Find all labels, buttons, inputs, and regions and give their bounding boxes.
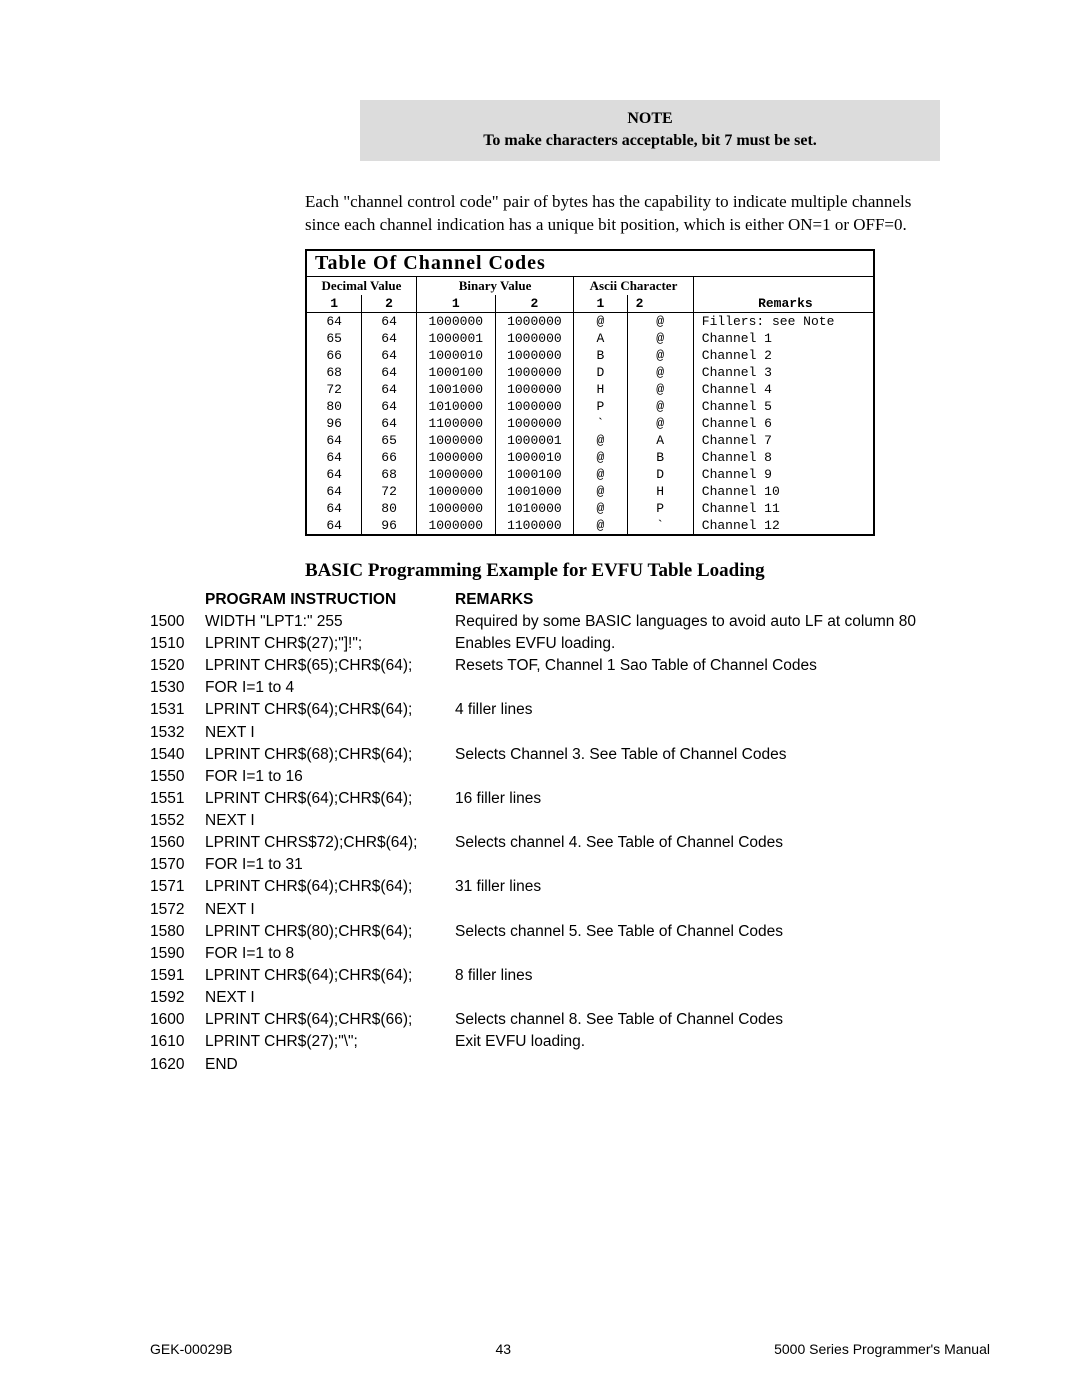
- table-row: 666410000101000000B@Channel 2: [306, 347, 874, 364]
- table-row: 1551LPRINT CHR$(64);CHR$(64);16 filler l…: [150, 789, 990, 811]
- col-remarks: Remarks: [693, 276, 874, 312]
- table-row: 1552NEXT I: [150, 811, 990, 833]
- table-row: 646610000001000010@BChannel 8: [306, 449, 874, 466]
- table-row: 1591LPRINT CHR$(64);CHR$(64);8 filler li…: [150, 966, 990, 988]
- table-row: 646510000001000001@AChannel 7: [306, 432, 874, 449]
- channel-table-title: Table Of Channel Codes: [306, 250, 874, 277]
- table-row: 648010000001010000@PChannel 11: [306, 500, 874, 517]
- table-row: 646410000001000000@@Fillers: see Note: [306, 312, 874, 330]
- table-row: 1620END: [150, 1055, 990, 1077]
- table-row: 966411000001000000`@Channel 6: [306, 415, 874, 432]
- section-title: BASIC Programming Example for EVFU Table…: [305, 560, 990, 582]
- col-ascii: Ascii Character: [574, 276, 694, 295]
- table-row: 646810000001000100@DChannel 9: [306, 466, 874, 483]
- table-row: 1530FOR I=1 to 4: [150, 678, 990, 700]
- table-row: 1532NEXT I: [150, 723, 990, 745]
- description-text: Each "channel control code" pair of byte…: [305, 191, 940, 237]
- table-row: 1520LPRINT CHR$(65);CHR$(64);Resets TOF,…: [150, 656, 990, 678]
- channel-codes-table: Table Of Channel Codes Decimal Value Bin…: [305, 249, 875, 536]
- table-row: 726410010001000000H@Channel 4: [306, 381, 874, 398]
- table-row: 1500WIDTH "LPT1:" 255Required by some BA…: [150, 612, 990, 634]
- page-footer: GEK-00029B 43 5000 Series Programmer's M…: [150, 1341, 990, 1357]
- note-box: NOTE To make characters acceptable, bit …: [360, 100, 940, 161]
- table-row: 656410000011000000A@Channel 1: [306, 330, 874, 347]
- col-program-remarks: REMARKS: [455, 590, 990, 612]
- col-binary: Binary Value: [416, 276, 573, 295]
- col-decimal: Decimal Value: [306, 276, 416, 295]
- table-row: 1540LPRINT CHR$(68);CHR$(64);Selects Cha…: [150, 745, 990, 767]
- footer-center: 43: [496, 1341, 512, 1357]
- col-program-instruction: PROGRAM INSTRUCTION: [205, 590, 455, 612]
- table-row: 1570FOR I=1 to 31: [150, 855, 990, 877]
- footer-left: GEK-00029B: [150, 1341, 233, 1357]
- table-row: 649610000001100000@`Channel 12: [306, 517, 874, 535]
- table-row: 1600LPRINT CHR$(64);CHR$(66);Selects cha…: [150, 1010, 990, 1032]
- table-row: 1571LPRINT CHR$(64);CHR$(64);31 filler l…: [150, 877, 990, 899]
- program-table: PROGRAM INSTRUCTION REMARKS 1500WIDTH "L…: [150, 590, 990, 1077]
- table-row: 1592NEXT I: [150, 988, 990, 1010]
- table-row: 1550FOR I=1 to 16: [150, 767, 990, 789]
- table-row: 1572NEXT I: [150, 900, 990, 922]
- table-row: 1560LPRINT CHRS$72);CHR$(64);Selects cha…: [150, 833, 990, 855]
- table-row: 686410001001000000D@Channel 3: [306, 364, 874, 381]
- note-body: To make characters acceptable, bit 7 mus…: [378, 130, 922, 152]
- table-row: 1510LPRINT CHR$(27);"]!";Enables EVFU lo…: [150, 634, 990, 656]
- table-row: 1610LPRINT CHR$(27);"\";Exit EVFU loadin…: [150, 1032, 990, 1054]
- table-row: 806410100001000000P@Channel 5: [306, 398, 874, 415]
- table-row: 647210000001001000@HChannel 10: [306, 483, 874, 500]
- note-title: NOTE: [378, 108, 922, 130]
- table-row: 1590FOR I=1 to 8: [150, 944, 990, 966]
- table-row: 1531LPRINT CHR$(64);CHR$(64);4 filler li…: [150, 700, 990, 722]
- footer-right: 5000 Series Programmer's Manual: [774, 1341, 990, 1357]
- table-row: 1580LPRINT CHR$(80);CHR$(64);Selects cha…: [150, 922, 990, 944]
